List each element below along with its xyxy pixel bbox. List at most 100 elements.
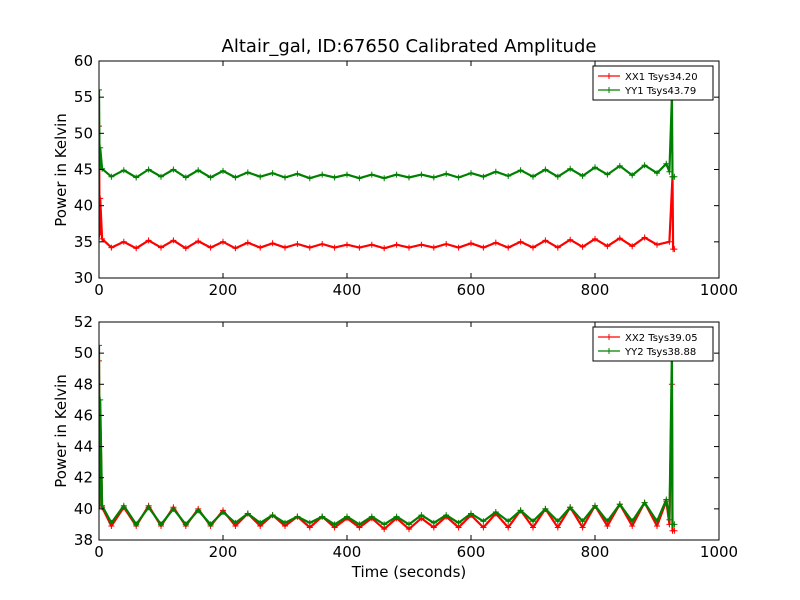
legend-box (592, 326, 714, 362)
data-point (232, 174, 239, 181)
chart-title: Altair_gal, ID:67650 Calibrated Amplitud… (222, 36, 597, 57)
data-point (567, 504, 574, 511)
data-point (99, 195, 104, 202)
y-tick-label: 45 (74, 161, 93, 179)
data-point (542, 166, 549, 173)
y-tick-label: 38 (74, 531, 93, 549)
x-tick-label: 400 (333, 281, 362, 299)
data-point (381, 175, 388, 182)
data-point (579, 243, 586, 250)
data-point (406, 521, 412, 528)
x-tick-label: 1000 (700, 281, 738, 299)
data-point (133, 245, 140, 252)
data-point (455, 244, 462, 251)
data-point (443, 512, 450, 519)
data-point (663, 496, 670, 503)
data-point (282, 519, 288, 526)
data-point (567, 236, 574, 243)
y-tick-label: 50 (74, 344, 93, 362)
x-tick-label: 400 (333, 543, 362, 561)
data-point (592, 502, 598, 509)
plot-frame (98, 321, 720, 541)
series-line-2 (99, 89, 675, 180)
data-point (654, 241, 660, 248)
data-point (443, 170, 450, 177)
data-point (269, 512, 276, 519)
data-point (468, 170, 474, 177)
data-point (145, 166, 152, 173)
data-point (344, 513, 350, 520)
data-point (220, 238, 226, 245)
data-point (170, 166, 177, 173)
data-point (99, 235, 106, 242)
series-line-2 (99, 345, 675, 526)
data-point (99, 396, 104, 403)
x-tick-label: 200 (209, 281, 238, 299)
data-point (331, 244, 338, 251)
data-point (629, 243, 636, 250)
legend-entry: YY2 Tsys38.88 (624, 347, 696, 358)
data-point (430, 519, 437, 526)
data-point (108, 519, 115, 526)
data-point (505, 524, 512, 531)
y-tick-label: 40 (74, 197, 93, 215)
data-point (671, 246, 678, 253)
x-tick-label: 200 (209, 543, 238, 561)
data-point (232, 245, 239, 252)
x-tick-label: 0 (94, 543, 104, 561)
data-point (99, 144, 104, 151)
data-point (530, 244, 536, 251)
data-point (641, 162, 648, 169)
data-point (220, 167, 226, 174)
data-point (468, 510, 474, 517)
data-point (99, 357, 102, 364)
data-point (269, 170, 276, 177)
data-point (505, 518, 512, 525)
data-point (356, 244, 363, 251)
data-point (579, 524, 586, 531)
x-tick-label: 800 (581, 281, 610, 299)
data-point (468, 240, 474, 247)
data-point (108, 173, 115, 180)
data-point (368, 513, 375, 520)
data-point (99, 165, 106, 172)
data-point (671, 173, 678, 180)
data-point (654, 518, 660, 525)
data-point (592, 164, 598, 171)
y-tick-label: 52 (74, 313, 93, 331)
data-point (207, 174, 214, 181)
data-point (195, 238, 202, 245)
data-point (195, 167, 202, 174)
data-point (344, 241, 350, 248)
data-point (133, 174, 140, 181)
x-tick-label: 1000 (700, 543, 738, 561)
x-tick-label: 600 (457, 281, 486, 299)
data-point (99, 123, 102, 130)
data-point (244, 169, 251, 176)
y-axis-label-bottom: Power in Kelvin (52, 374, 70, 488)
data-point (542, 505, 549, 512)
data-point (120, 167, 127, 174)
y-tick-label: 42 (74, 469, 93, 487)
data-point (294, 513, 301, 520)
data-point (232, 519, 239, 526)
data-point (654, 170, 660, 177)
data-point (158, 244, 164, 251)
data-point (331, 174, 338, 181)
y-tick-label: 40 (74, 500, 93, 518)
data-point (530, 518, 536, 525)
legend-entry: XX2 Tsys39.05 (625, 333, 698, 344)
data-point (604, 171, 611, 178)
legend-entry: XX1 Tsys34.20 (625, 72, 698, 83)
data-point (616, 162, 623, 169)
data-point (629, 172, 636, 179)
x-axis-label-bottom: Time (seconds) (351, 563, 467, 581)
data-point (663, 160, 670, 167)
data-point (604, 518, 611, 525)
data-point (542, 237, 549, 244)
data-point (579, 173, 586, 179)
data-point (257, 244, 264, 251)
y-tick-label: 48 (74, 375, 93, 393)
y-tick-label: 35 (74, 233, 93, 251)
data-point (294, 170, 301, 177)
